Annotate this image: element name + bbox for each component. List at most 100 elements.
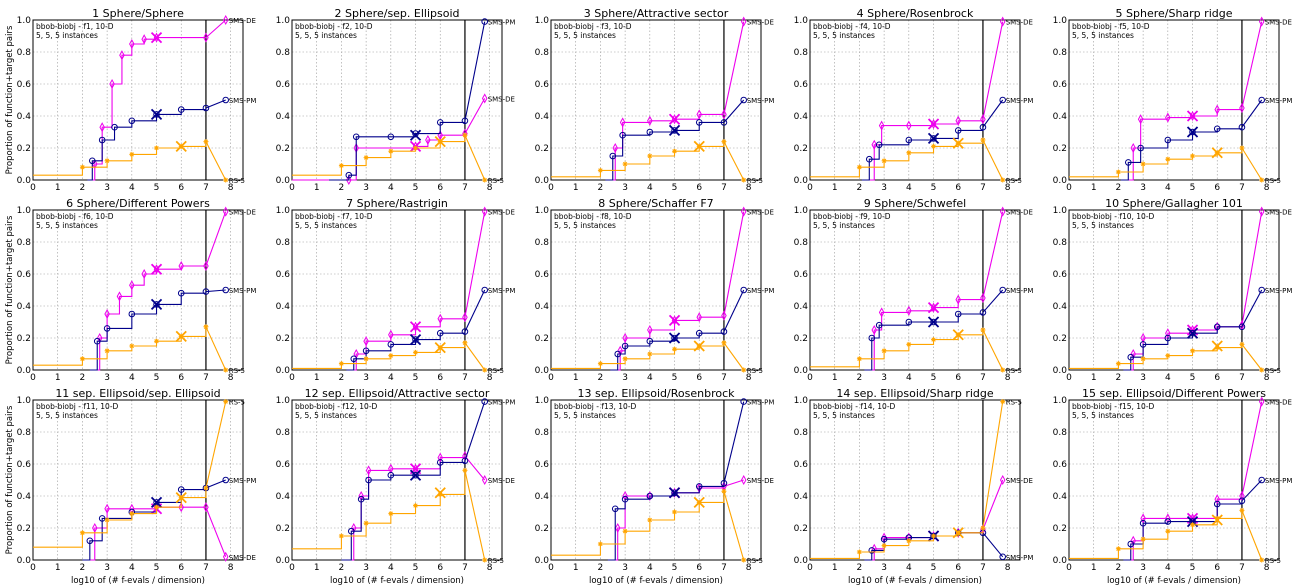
point-marker [338, 163, 344, 169]
chart-panel-5: 0 1 2 3 4 5 6 7 8 0.0 0.2 0.4 0.6 0.8 1.0 5 Sphere/Shar… [1053, 7, 1293, 193]
x-tick-label: 1 [314, 563, 320, 573]
y-tick-label: 0.4 [276, 492, 291, 502]
point-marker [721, 310, 727, 321]
point-marker [128, 117, 136, 125]
point-marker [129, 280, 135, 291]
point-marker [740, 398, 748, 405]
y-tick-label: 0.8 [535, 48, 550, 58]
point-marker [482, 177, 488, 183]
point-marker [1239, 102, 1245, 114]
point-marker [597, 361, 603, 367]
axes-frame [809, 209, 1021, 371]
point-marker [1000, 367, 1006, 373]
x-tick-label: 0 [807, 183, 813, 193]
series-label-sms-pm: SMS-PM [1265, 287, 1293, 295]
x-tick-label: 3 [363, 183, 369, 193]
y-tick-label: 0.8 [276, 48, 291, 58]
chart-panel-14: 0 1 2 3 4 5 6 7 8 0.0 0.2 0.4 0.6 0.8 1.0 14 sep. Ellip… [794, 387, 1034, 586]
x-tick-label: 6 [955, 373, 961, 383]
median-cross-marker [927, 316, 940, 328]
point-marker [954, 310, 962, 318]
x-axis-label: log10 of (# f-evals / dimension) [589, 576, 723, 586]
chart-info: bbob-biobj - f13, 10-D [554, 402, 637, 411]
chart-panel-15: 0 1 2 3 4 5 6 7 8 0.0 0.2 0.4 0.6 0.8 1.0 15 sep. Ellip… [1053, 387, 1293, 586]
axes-frame [1068, 19, 1280, 181]
point-marker [930, 318, 937, 326]
chart-info: bbob-biobj - f10, 10-D [1072, 212, 1155, 221]
median-cross-marker [434, 135, 446, 148]
median-cross-marker [1211, 340, 1223, 352]
point-marker [931, 143, 937, 149]
point-marker [481, 93, 488, 104]
point-marker [93, 337, 101, 345]
series-line-sms-pm [607, 401, 745, 561]
point-marker [413, 145, 419, 151]
point-marker [856, 164, 862, 170]
y-tick-label: 0.2 [535, 144, 549, 154]
series-label-sms-de: SMS-DE [1265, 209, 1292, 217]
x-tick-label: 3 [622, 373, 628, 383]
x-tick-label: 0 [289, 183, 295, 193]
point-marker [1115, 546, 1121, 552]
series-line-rs-5 [33, 141, 227, 181]
x-tick-label: 6 [1214, 373, 1220, 383]
point-marker [387, 471, 395, 479]
series-label-rs-5: RS-5 [1265, 177, 1281, 185]
series-label-sms-pm: SMS-PM [229, 287, 257, 295]
point-marker [1239, 145, 1245, 151]
x-tick-label: 1 [1091, 373, 1097, 383]
y-tick-label: 0.8 [276, 238, 291, 248]
point-marker [695, 119, 703, 126]
y-tick-label: 1.0 [1053, 206, 1068, 216]
series-line-sms-pm [610, 289, 745, 371]
point-marker [1164, 334, 1172, 342]
chart-title: 2 Sphere/sep. Ellipsoid [334, 7, 459, 20]
point-marker [597, 167, 603, 173]
point-marker [1214, 345, 1220, 351]
point-marker [413, 503, 419, 509]
point-marker [437, 452, 444, 463]
series-label-sms-de: SMS-DE [488, 95, 515, 103]
x-tick-label: 3 [622, 183, 628, 193]
series-line-sms-de [866, 479, 1004, 561]
chart-info: bbob-biobj - f8, 10-D [554, 212, 632, 221]
y-tick-label: 0.6 [17, 460, 32, 470]
x-tick-label: 2 [339, 563, 345, 573]
series-label-rs-5: RS-5 [488, 177, 504, 185]
x-tick-label: 6 [955, 183, 961, 193]
point-marker [203, 32, 209, 43]
x-tick-label: 4 [129, 563, 135, 573]
point-marker [868, 547, 876, 554]
y-tick-label: 0.4 [794, 302, 809, 312]
median-cross-marker [927, 118, 940, 130]
point-marker [388, 353, 394, 359]
x-tick-label: 7 [1239, 563, 1245, 573]
series-line-sms-de [866, 211, 1004, 371]
chart-title: 4 Sphere/Rosenbrock [857, 7, 974, 20]
point-marker [671, 127, 678, 134]
median-cross-marker [175, 491, 187, 504]
y-tick-label: 0.0 [17, 176, 32, 186]
y-tick-label: 0.6 [794, 270, 809, 280]
chart-panel-7: 0 1 2 3 4 5 6 7 8 0.0 0.2 0.4 0.6 0.8 1.0 7 Sphere/Rast… [276, 197, 516, 383]
x-tick-label: 0 [1066, 563, 1072, 573]
y-tick-label: 0.4 [276, 112, 291, 122]
axes-frame [291, 19, 503, 181]
series-label-rs-5: RS-5 [747, 367, 763, 375]
series-label-sms-de: SMS-DE [488, 477, 515, 485]
y-tick-label: 0.4 [535, 112, 550, 122]
x-tick-label: 3 [881, 373, 887, 383]
point-marker [363, 336, 369, 347]
point-marker [129, 343, 135, 349]
series-line-rs-5 [1069, 146, 1263, 181]
chart-panel-3: 0 1 2 3 4 5 6 7 8 0.0 0.2 0.4 0.6 0.8 1.0 3 Sphere/Attr… [535, 7, 775, 193]
point-marker [875, 141, 883, 149]
point-marker [695, 483, 703, 490]
chart-info: 5, 5, 5 instances [813, 221, 875, 230]
point-marker [671, 334, 678, 342]
point-marker [621, 342, 629, 350]
point-marker [104, 517, 110, 523]
point-marker [999, 286, 1007, 294]
x-tick-label: 5 [672, 563, 678, 573]
